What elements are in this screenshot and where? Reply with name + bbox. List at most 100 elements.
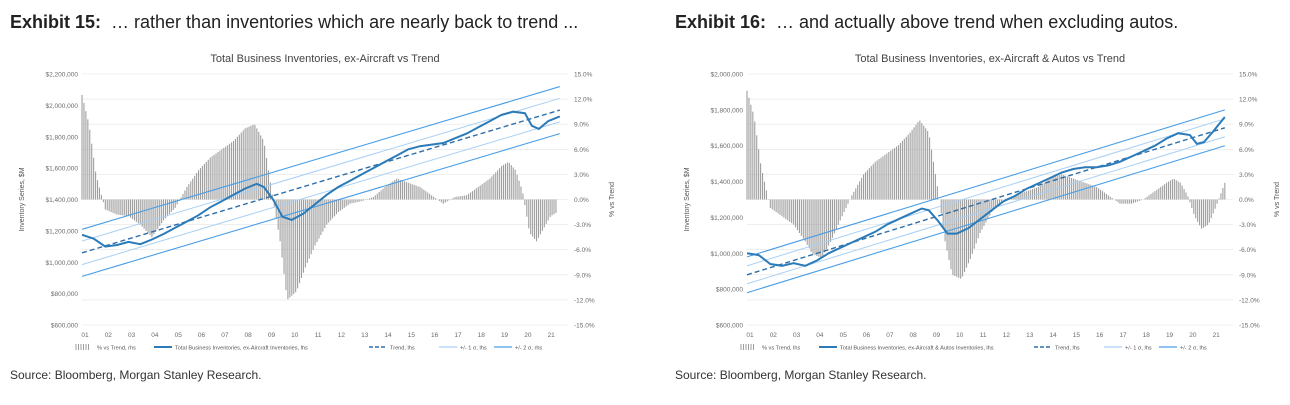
- chart-exhibit-16: Total Business Inventories, ex-Aircraft …: [684, 53, 1281, 352]
- x-tick-label: 14: [1049, 332, 1057, 339]
- exhibit-label: Exhibit 15:: [10, 12, 102, 32]
- x-tick-label: 18: [1143, 332, 1151, 339]
- y2-tick-label: 6.0%: [1239, 147, 1254, 154]
- x-tick-label: 04: [151, 332, 159, 339]
- x-tick-label: 01: [746, 332, 754, 339]
- y2-tick-label: -3.0%: [574, 222, 591, 229]
- y2-tick-label: -12.0%: [1239, 297, 1260, 304]
- y-tick-label: $2,200,000: [45, 72, 78, 79]
- x-tick-label: 10: [291, 332, 299, 339]
- y-tick-label: $2,000,000: [45, 103, 78, 110]
- y-tick-label: $1,400,000: [45, 197, 78, 204]
- y2-tick-label: 12.0%: [574, 97, 593, 104]
- exhibit-heading: Exhibit 16: … and actually above trend wh…: [675, 12, 1178, 33]
- legend-label: Total Business Inventories, ex-Aircraft …: [175, 346, 308, 352]
- legend-label: +/- 1 σ, lhs: [1125, 346, 1152, 352]
- x-tick-label: 01: [81, 332, 89, 339]
- exhibit-15: Exhibit 15: … rather than inventories whi…: [10, 0, 640, 405]
- x-tick-label: 09: [268, 332, 276, 339]
- band-minus-2-sigma: [81, 133, 560, 277]
- x-tick-label: 21: [548, 332, 556, 339]
- x-tick-label: 17: [1119, 332, 1127, 339]
- x-tick-label: 11: [315, 332, 322, 339]
- y2-tick-label: 9.0%: [1239, 122, 1254, 129]
- exhibit-label: Exhibit 16:: [675, 12, 767, 32]
- y-tick-label: $1,000,000: [45, 260, 78, 267]
- y-tick-label: $1,800,000: [710, 107, 743, 114]
- y-tick-label: $600,000: [51, 323, 78, 330]
- x-tick-label: 15: [408, 332, 416, 339]
- y-tick-label: $1,600,000: [45, 166, 78, 173]
- y-tick-label: $800,000: [51, 291, 78, 298]
- exhibit-subtitle: … rather than inventories which are near…: [111, 12, 579, 32]
- y2-tick-label: -9.0%: [1239, 272, 1256, 279]
- x-tick-label: 08: [245, 332, 253, 339]
- x-tick-label: 15: [1073, 332, 1081, 339]
- legend-label: % vs Trend, lhs: [762, 346, 800, 352]
- legend-label: Trend, lhs: [390, 346, 415, 352]
- x-tick-label: 20: [1189, 332, 1197, 339]
- trend-line: [746, 127, 1226, 276]
- y-tick-label: $1,000,000: [710, 251, 743, 258]
- band-minus-1-sigma: [81, 121, 560, 266]
- x-tick-label: 13: [1026, 332, 1034, 339]
- y-tick-label: $600,000: [716, 323, 743, 330]
- x-tick-label: 07: [221, 332, 229, 339]
- x-tick-label: 09: [933, 332, 941, 339]
- x-tick-label: 19: [501, 332, 509, 339]
- y2-axis-title: % vs Trend: [609, 182, 616, 217]
- legend-label: +/- 1 σ, lhs: [460, 346, 487, 352]
- x-tick-label: 12: [338, 332, 346, 339]
- x-tick-label: 03: [793, 332, 801, 339]
- y2-tick-label: -15.0%: [1239, 323, 1260, 330]
- x-tick-label: 03: [128, 332, 136, 339]
- y2-tick-label: -15.0%: [574, 323, 595, 330]
- x-tick-label: 20: [524, 332, 532, 339]
- y2-tick-label: 12.0%: [1239, 97, 1258, 104]
- x-tick-label: 16: [431, 332, 439, 339]
- x-tick-label: 05: [840, 332, 848, 339]
- legend-label: +/- 2 σ, rhs: [515, 346, 542, 352]
- chart-title: Total Business Inventories, ex-Aircraft …: [210, 53, 439, 65]
- x-tick-label: 07: [886, 332, 894, 339]
- legend-label: Trend, lhs: [1055, 346, 1080, 352]
- x-tick-label: 12: [1003, 332, 1011, 339]
- x-tick-label: 14: [384, 332, 392, 339]
- y2-tick-label: 9.0%: [574, 122, 589, 129]
- inventory-series-line: [81, 110, 561, 248]
- x-tick-label: 08: [910, 332, 918, 339]
- x-tick-label: 04: [816, 332, 824, 339]
- y-tick-label: $1,200,000: [710, 215, 743, 222]
- y-tick-label: $1,800,000: [45, 134, 78, 141]
- y2-tick-label: 0.0%: [1239, 197, 1254, 204]
- x-tick-label: 17: [454, 332, 462, 339]
- y-axis-title: Inventory Series, $M: [19, 167, 26, 231]
- exhibit-heading: Exhibit 15: … rather than inventories whi…: [10, 12, 578, 33]
- y-tick-label: $1,200,000: [45, 228, 78, 235]
- y-tick-label: $800,000: [716, 287, 743, 294]
- y2-tick-label: 6.0%: [574, 147, 589, 154]
- legend-label: % vs Trend, rhs: [97, 346, 136, 352]
- band-plus-1-sigma: [746, 118, 1225, 267]
- x-tick-label: 06: [198, 332, 206, 339]
- y2-tick-label: 3.0%: [574, 172, 589, 179]
- source-note: Source: Bloomberg, Morgan Stanley Resear…: [10, 368, 262, 382]
- band-minus-2-sigma: [746, 145, 1226, 294]
- x-tick-label: 10: [956, 332, 964, 339]
- y2-tick-label: 15.0%: [574, 72, 593, 79]
- exhibit-16: Exhibit 16: … and actually above trend wh…: [675, 0, 1290, 405]
- chart-exhibit-15: Total Business Inventories, ex-Aircraft …: [19, 53, 616, 352]
- trend-line: [81, 109, 561, 254]
- y2-tick-label: 15.0%: [1239, 72, 1258, 79]
- y-tick-label: $1,600,000: [710, 143, 743, 150]
- y-tick-label: $1,400,000: [710, 179, 743, 186]
- x-tick-label: 11: [980, 332, 987, 339]
- y2-tick-label: -12.0%: [574, 297, 595, 304]
- y2-tick-label: 3.0%: [1239, 172, 1254, 179]
- chart-title: Total Business Inventories, ex-Aircraft …: [855, 53, 1125, 65]
- band-plus-1-sigma: [81, 97, 560, 242]
- y2-tick-label: -6.0%: [1239, 247, 1256, 254]
- legend-label: +/- 2 σ, lhs: [1180, 346, 1207, 352]
- y-axis-title: Inventory Series, $M: [684, 167, 691, 231]
- source-note: Source: Bloomberg, Morgan Stanley Resear…: [675, 368, 927, 382]
